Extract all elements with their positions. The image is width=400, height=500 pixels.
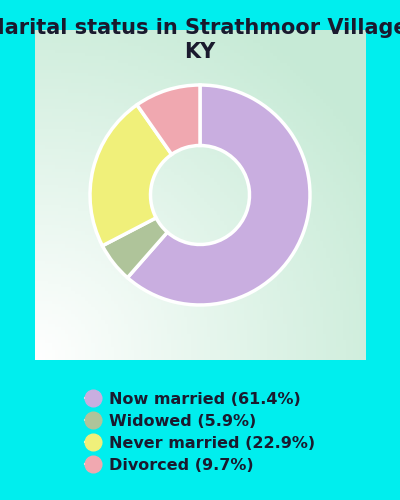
Text: Marital status in Strathmoor Village,
KY: Marital status in Strathmoor Village, KY — [0, 18, 400, 62]
Legend: Now married (61.4%), Widowed (5.9%), Never married (22.9%), Divorced (9.7%): Now married (61.4%), Widowed (5.9%), Nev… — [80, 387, 320, 478]
Wedge shape — [90, 105, 172, 246]
Wedge shape — [137, 85, 200, 154]
Wedge shape — [128, 85, 310, 305]
Wedge shape — [102, 218, 167, 278]
